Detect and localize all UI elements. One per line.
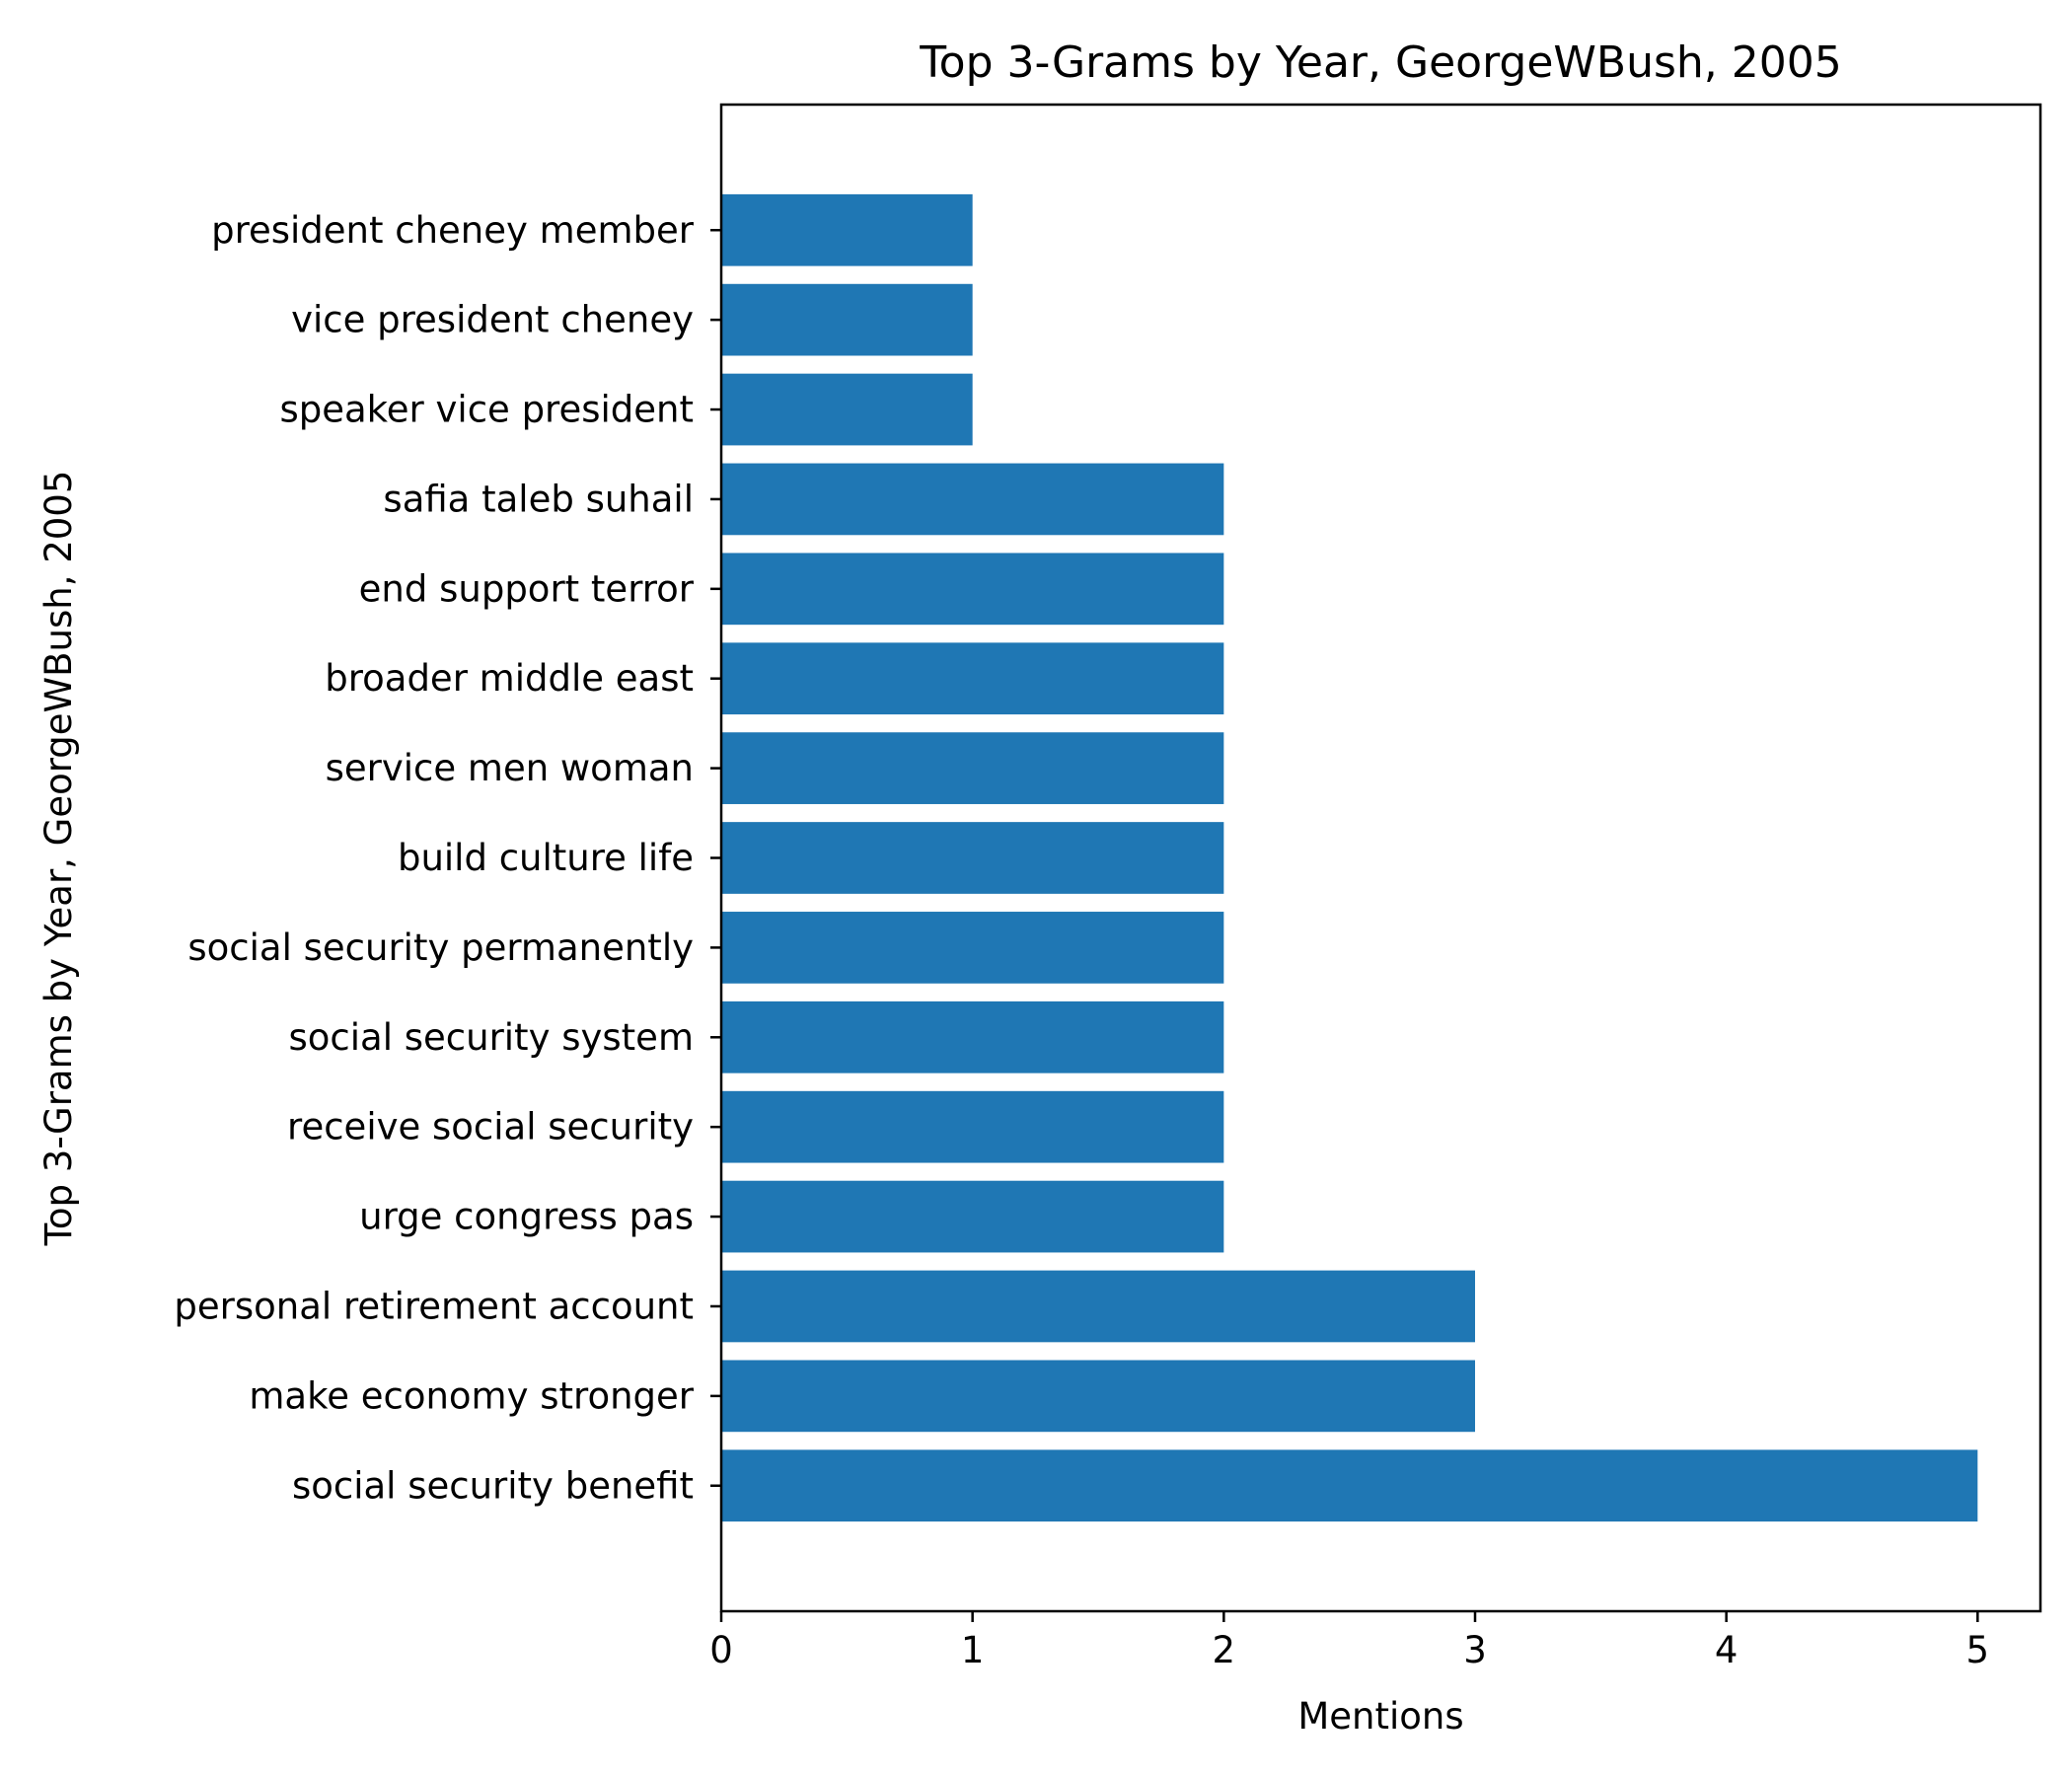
bar-10 — [721, 553, 1224, 626]
x-tick-label: 4 — [1715, 1629, 1739, 1671]
y-tick-label: build culture life — [398, 837, 694, 879]
y-tick-label: social security permanently — [187, 926, 694, 969]
bar-11 — [721, 463, 1224, 536]
y-tick-label: social security benefit — [292, 1464, 694, 1507]
y-tick-label: urge congress pas — [359, 1196, 694, 1238]
bar-12 — [721, 373, 973, 446]
y-tick-label: safia taleb suhail — [383, 478, 694, 520]
x-tick-label: 5 — [1966, 1629, 1990, 1671]
y-tick-label: social security system — [288, 1016, 694, 1059]
bar-8 — [721, 732, 1224, 804]
y-axis-label: Top 3-Grams by Year, GeorgeWBush, 2005 — [37, 471, 80, 1247]
x-tick-label: 0 — [709, 1629, 733, 1671]
bar-9 — [721, 642, 1224, 715]
y-tick-label: service men woman — [326, 747, 694, 789]
y-tick-label: president cheney member — [211, 209, 695, 252]
x-ticks-group: 0 1 2 3 4 5 — [709, 1611, 1989, 1671]
bar-2 — [721, 1270, 1475, 1343]
y-tick-label: personal retirement account — [174, 1285, 694, 1327]
x-tick-label: 2 — [1213, 1629, 1236, 1671]
bar-6 — [721, 912, 1224, 984]
bar-7 — [721, 822, 1224, 894]
plot-frame — [719, 103, 2042, 1613]
y-tick-label: broader middle east — [325, 657, 694, 700]
x-tick-label: 3 — [1463, 1629, 1487, 1671]
y-tick-label: make economy stronger — [249, 1374, 694, 1417]
bars-group — [721, 193, 1978, 1522]
chart-title: Top 3-Grams by Year, GeorgeWBush, 2005 — [919, 37, 1841, 88]
bar-0 — [721, 1449, 1978, 1522]
bar-4 — [721, 1090, 1224, 1163]
bar-5 — [721, 1000, 1224, 1073]
y-tick-label: speaker vice president — [279, 389, 694, 431]
bar-1 — [721, 1360, 1475, 1433]
x-tick-label: 1 — [961, 1629, 985, 1671]
y-tick-label: vice president cheney — [291, 299, 694, 341]
bar-3 — [721, 1180, 1224, 1253]
y-tick-label: receive social security — [287, 1106, 694, 1148]
bar-14 — [721, 193, 973, 266]
y-ticks-group: social security benefit make economy stro… — [174, 209, 721, 1507]
bar-13 — [721, 283, 973, 356]
y-tick-label: end support terror — [359, 567, 695, 610]
x-axis-label: Mentions — [1297, 1695, 1463, 1738]
